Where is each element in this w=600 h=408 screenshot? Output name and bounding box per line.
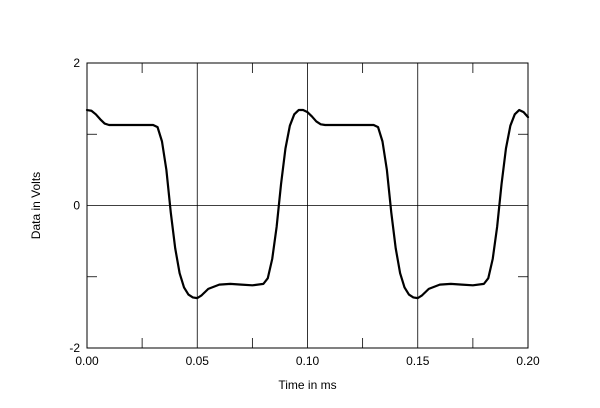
y-tick-label: -2 bbox=[69, 341, 80, 355]
x-tick-label: 0.05 bbox=[186, 354, 210, 368]
y-tick-labels: 2 0 -2 bbox=[69, 56, 80, 355]
x-tick-labels: 0.00 0.05 0.10 0.15 0.20 bbox=[75, 354, 540, 368]
plot-frame bbox=[86, 62, 529, 349]
y-tick-label: 2 bbox=[73, 56, 80, 70]
x-tick-label: 0.00 bbox=[75, 354, 99, 368]
minor-ticks bbox=[87, 63, 528, 348]
series-line bbox=[85, 108, 530, 300]
series-layer bbox=[85, 108, 530, 300]
y-tick-label: 0 bbox=[73, 199, 80, 213]
x-tick-label: 0.15 bbox=[406, 354, 430, 368]
x-axis-label: Time in ms bbox=[278, 378, 336, 392]
x-tick-label: 0.10 bbox=[296, 354, 320, 368]
y-axis-label: Data in Volts bbox=[29, 172, 43, 239]
x-tick-label: 0.20 bbox=[516, 354, 540, 368]
grid bbox=[87, 63, 528, 348]
